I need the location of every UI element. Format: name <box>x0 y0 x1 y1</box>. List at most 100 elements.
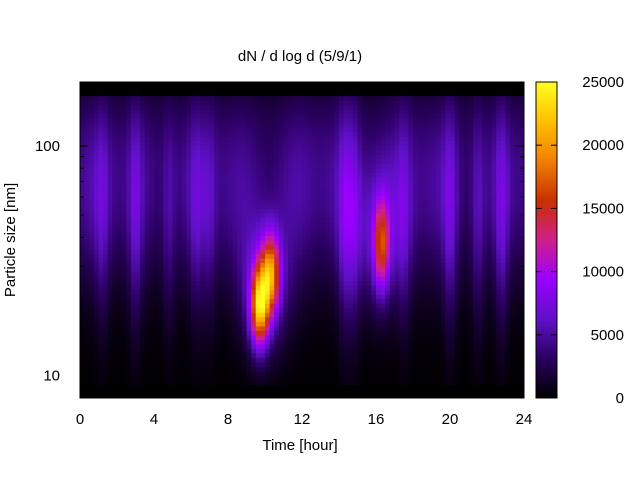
heatmap-cell <box>144 167 150 173</box>
heatmap-cell <box>246 307 252 313</box>
heatmap-cell <box>232 109 238 115</box>
heatmap-cell <box>399 208 405 214</box>
heatmap-cell <box>191 127 197 133</box>
heatmap-cell <box>98 325 104 331</box>
heatmap-cell <box>200 321 206 327</box>
heatmap-cell <box>343 149 349 155</box>
heatmap-cell <box>292 185 298 191</box>
heatmap-cell <box>274 194 280 200</box>
heatmap-cell <box>186 145 192 151</box>
heatmap-cell <box>223 384 229 390</box>
heatmap-cell <box>265 276 271 282</box>
heatmap-cell <box>251 352 257 358</box>
heatmap-cell <box>163 199 169 205</box>
heatmap-cell <box>200 393 206 398</box>
heatmap-cell <box>103 370 109 377</box>
heatmap-cell <box>251 95 257 101</box>
heatmap-cell <box>302 294 308 300</box>
heatmap-cell <box>292 172 298 178</box>
heatmap-cell <box>149 95 155 101</box>
heatmap-cell <box>288 348 294 354</box>
heatmap-cell <box>380 91 386 97</box>
heatmap-cell <box>274 370 280 377</box>
heatmap-cell <box>311 258 317 264</box>
heatmap-cell <box>237 388 243 395</box>
heatmap-cell <box>292 330 298 336</box>
heatmap-cell <box>154 307 160 313</box>
heatmap-cell <box>357 307 363 313</box>
heatmap-cell <box>130 285 137 291</box>
heatmap-cell <box>84 181 90 187</box>
heatmap-cell <box>348 122 354 128</box>
heatmap-cell <box>84 203 90 209</box>
heatmap-cell <box>80 393 86 398</box>
heatmap-cell <box>306 95 312 101</box>
heatmap-cell <box>246 294 252 300</box>
heatmap-cell <box>265 82 271 88</box>
heatmap-cell <box>167 375 174 381</box>
heatmap-cell <box>269 375 275 381</box>
heatmap-cell <box>237 298 243 304</box>
heatmap-cell <box>130 276 137 282</box>
heatmap-cell <box>228 122 234 128</box>
heatmap-cell <box>302 136 308 142</box>
heatmap-cell <box>385 86 391 92</box>
heatmap-cell <box>399 249 405 255</box>
heatmap-cell <box>130 185 137 191</box>
heatmap-cell <box>195 172 201 178</box>
heatmap-cell <box>241 352 248 358</box>
heatmap-cell <box>195 131 201 137</box>
heatmap-cell <box>200 388 206 395</box>
heatmap-cell <box>283 303 289 309</box>
heatmap-cell <box>283 176 289 182</box>
heatmap-cell <box>394 267 400 273</box>
heatmap-cell <box>366 352 372 358</box>
heatmap-cell <box>117 82 123 88</box>
heatmap-cell <box>84 163 90 169</box>
heatmap-cell <box>366 267 372 273</box>
heatmap-cell <box>89 303 95 309</box>
heatmap-cell <box>158 298 164 304</box>
heatmap-cell <box>172 118 178 124</box>
heatmap-cell <box>315 86 322 92</box>
heatmap-cell <box>297 280 303 286</box>
heatmap-cell <box>348 82 354 88</box>
heatmap-cell <box>232 203 238 209</box>
heatmap-cell <box>334 131 340 137</box>
heatmap-cell <box>163 167 169 173</box>
heatmap-cell <box>311 330 317 336</box>
heatmap-cell <box>399 262 405 268</box>
heatmap-cell <box>403 244 409 250</box>
heatmap-cell <box>320 285 326 291</box>
heatmap-cell <box>343 221 349 228</box>
heatmap-cell <box>362 384 368 390</box>
heatmap-cell <box>140 185 146 191</box>
heatmap-cell <box>283 226 289 232</box>
heatmap-cell <box>107 330 113 336</box>
heatmap-cell <box>385 262 391 268</box>
heatmap-cell <box>84 357 90 363</box>
heatmap-cell <box>320 312 326 318</box>
heatmap-cell <box>223 100 229 106</box>
heatmap-cell <box>223 366 229 372</box>
heatmap-cell <box>311 267 317 273</box>
heatmap-cell <box>107 312 113 318</box>
heatmap-cell <box>260 361 266 367</box>
heatmap-cell <box>89 379 95 386</box>
heatmap-cell <box>306 176 312 182</box>
heatmap-cell <box>357 244 363 250</box>
heatmap-cell <box>172 190 178 196</box>
heatmap-cell <box>163 253 169 259</box>
heatmap-cell <box>348 167 354 173</box>
heatmap-cell <box>334 258 340 264</box>
heatmap-cell <box>228 158 234 164</box>
heatmap-cell <box>348 267 354 273</box>
heatmap-cell <box>283 100 289 106</box>
heatmap-cell <box>394 158 400 164</box>
heatmap-cell <box>385 122 391 128</box>
heatmap-cell <box>195 100 201 106</box>
heatmap-cell <box>366 258 372 264</box>
heatmap-cell <box>343 158 349 164</box>
heatmap-cell <box>339 163 345 169</box>
heatmap-cell <box>352 325 359 331</box>
